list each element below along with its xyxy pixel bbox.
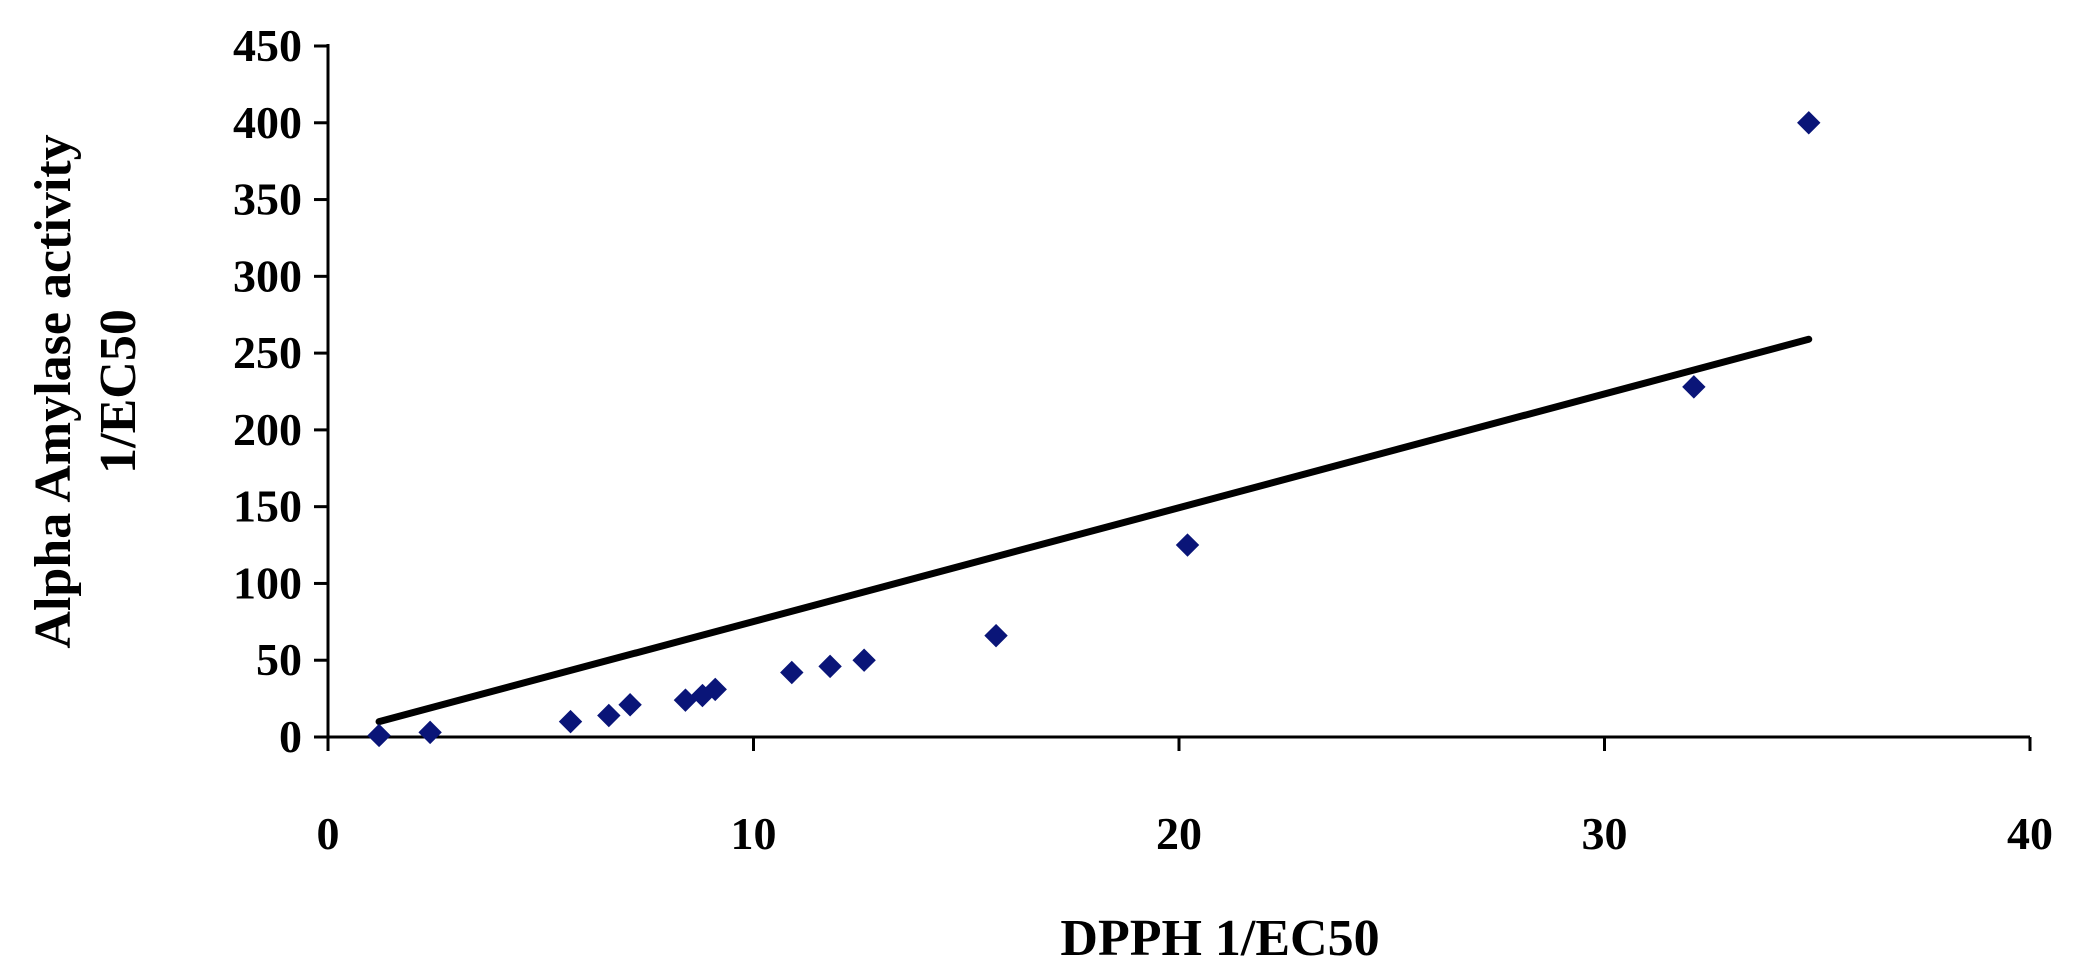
data-point-marker [984, 623, 1008, 648]
data-point-marker [1797, 111, 1821, 135]
trendline-group [375, 335, 1813, 726]
y-tick-label: 250 [233, 327, 302, 378]
x-tick-label: 0 [317, 808, 340, 859]
data-point-marker [1682, 375, 1706, 399]
x-axis-title: DPPH 1/EC50 [1060, 910, 1379, 967]
y-axis-title: Alpha Amylase activity 1/EC50 [25, 134, 147, 648]
y-tick-label: 450 [233, 20, 302, 71]
x-tick-label: 20 [1156, 808, 1202, 859]
data-point-marker [418, 720, 442, 745]
data-point-marker [780, 660, 804, 685]
y-tick-label: 300 [233, 250, 302, 301]
data-point-marker [852, 648, 876, 672]
data-point-marker [618, 693, 642, 717]
y-tick-label: 200 [233, 404, 302, 455]
data-point-marker [703, 677, 727, 702]
trendline [375, 335, 1813, 726]
x-tick-label: 40 [2007, 808, 2053, 859]
data-point-marker [597, 703, 621, 728]
data-point-marker [1175, 533, 1200, 557]
y-axis-title-line: Alpha Amylase activity [25, 134, 82, 648]
y-tick-label: 400 [233, 97, 302, 148]
y-tick-label: 100 [233, 557, 302, 608]
tick-labels: 0 50 100 150 200 250 300 350 400 450 0 10 20 30 40 [233, 20, 2053, 859]
x-tick-label: 30 [1582, 808, 1628, 859]
y-tick-label: 150 [233, 481, 302, 532]
axes [314, 44, 2032, 751]
y-tick-label: 50 [256, 634, 302, 685]
data-points [367, 111, 1821, 748]
data-point-marker [673, 688, 698, 712]
y-axis-title-line: 1/EC50 [90, 309, 147, 474]
y-tick-label: 350 [233, 174, 302, 225]
x-tick-label: 10 [731, 808, 777, 859]
data-point-marker [558, 709, 583, 734]
data-point-marker [818, 654, 842, 679]
data-point-marker [367, 723, 391, 748]
y-tick-label: 0 [279, 711, 302, 762]
